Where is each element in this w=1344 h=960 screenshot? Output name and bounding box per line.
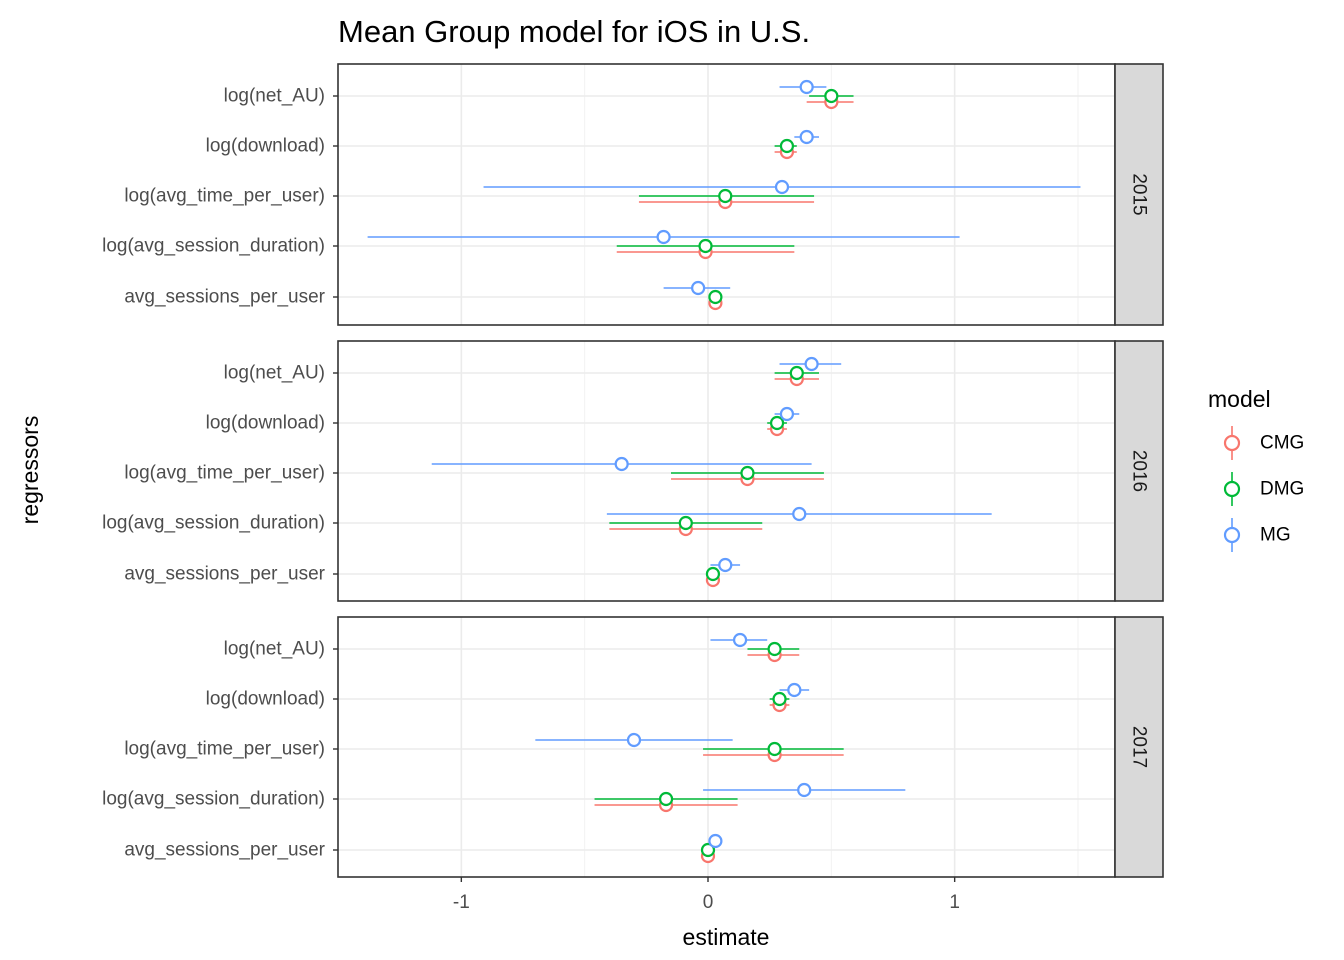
- series-dmg: [609, 365, 824, 582]
- x-tick-label: 1: [949, 892, 960, 913]
- point-mg: [614, 456, 629, 472]
- point-mg: [799, 129, 814, 145]
- facet-strip: [1114, 616, 1164, 878]
- point-mg: [797, 782, 812, 798]
- facet-strip-label: 2016: [1129, 450, 1150, 492]
- y-tick-label: avg_sessions_per_user: [124, 564, 325, 585]
- point-dmg: [718, 188, 733, 204]
- y-tick-label: log(avg_time_per_user): [124, 463, 325, 484]
- y-tick-label: log(avg_time_per_user): [124, 186, 325, 207]
- series-mg: [431, 356, 992, 573]
- point-dmg: [767, 641, 782, 657]
- series-cmg: [609, 371, 824, 588]
- facet-strip-label: 2017: [1129, 726, 1150, 768]
- point-mg: [732, 632, 748, 648]
- point-dmg: [698, 238, 713, 254]
- y-tick-label: log(avg_session_duration): [102, 789, 325, 810]
- facet-strip: [1114, 63, 1164, 326]
- point-dmg: [767, 741, 782, 757]
- x-tick-label: -1: [453, 892, 470, 913]
- y-tick-label: log(download): [206, 689, 325, 710]
- legend-entry-cmg: CMG: [1223, 426, 1304, 460]
- chart-title: Mean Group model for iOS in U.S.: [338, 14, 810, 49]
- legend: model CMG DMG MG: [1208, 386, 1304, 552]
- series-cmg: [594, 647, 844, 864]
- x-axis: -1 0 1: [453, 877, 960, 913]
- panel-2017: 2017 log(net_AU) log(download) log(avg_time…: [102, 616, 1164, 878]
- legend-key-point: [1223, 526, 1241, 544]
- point-mg: [626, 732, 642, 748]
- panels: 2015 log(net_AU) log(download) log(avg_time…: [102, 63, 1164, 878]
- point-mg: [774, 179, 790, 195]
- y-tick-label: log(net_AU): [224, 363, 325, 384]
- point-dmg: [824, 88, 839, 104]
- point-dmg: [705, 566, 721, 582]
- point-dmg: [769, 415, 785, 431]
- point-dmg: [708, 289, 723, 305]
- point-mg: [787, 682, 802, 698]
- y-axis-title: regressors: [17, 416, 43, 525]
- y-tick-label: log(download): [206, 413, 325, 434]
- y-tick-label: log(net_AU): [224, 86, 325, 107]
- legend-title: model: [1208, 386, 1271, 412]
- legend-entry-mg: MG: [1223, 518, 1291, 552]
- point-mg: [656, 229, 671, 245]
- legend-label: MG: [1260, 525, 1291, 546]
- point-mg: [718, 557, 733, 573]
- series-cmg: [616, 94, 854, 311]
- point-mg: [708, 833, 723, 849]
- y-tick-label: log(download): [206, 136, 325, 157]
- legend-key-point: [1223, 434, 1241, 452]
- y-tick-label: log(avg_session_duration): [102, 236, 325, 257]
- series-mg: [535, 632, 906, 849]
- facet-strip-label: 2015: [1129, 173, 1150, 215]
- point-dmg: [700, 842, 716, 858]
- x-axis-title: estimate: [683, 924, 770, 950]
- point-dmg: [740, 465, 755, 481]
- panel-2016: 2016 log(net_AU) log(download) log(avg_time…: [102, 340, 1164, 602]
- panel-border: [337, 616, 1116, 878]
- point-dmg: [789, 365, 804, 381]
- series-mg: [367, 79, 1081, 296]
- point-mg: [691, 280, 706, 296]
- point-mg: [799, 79, 814, 95]
- y-tick-label: log(avg_time_per_user): [124, 739, 325, 760]
- point-mg: [779, 406, 795, 422]
- y-tick-label: avg_sessions_per_user: [124, 840, 325, 861]
- legend-entry-dmg: DMG: [1223, 472, 1304, 506]
- point-mg: [792, 506, 807, 522]
- y-tick-label: log(net_AU): [224, 639, 325, 660]
- legend-label: CMG: [1260, 433, 1304, 454]
- point-dmg: [779, 138, 795, 154]
- point-mg: [804, 356, 819, 372]
- legend-label: DMG: [1260, 479, 1304, 500]
- series-dmg: [616, 88, 854, 305]
- panel-2015: 2015 log(net_AU) log(download) log(avg_time…: [102, 63, 1164, 326]
- point-dmg: [658, 791, 674, 807]
- point-dmg: [678, 515, 693, 531]
- facet-strip: [1114, 340, 1164, 602]
- point-dmg: [772, 691, 787, 707]
- x-tick-label: 0: [703, 892, 714, 913]
- series-dmg: [594, 641, 844, 858]
- legend-key-point: [1223, 480, 1241, 498]
- y-tick-label: avg_sessions_per_user: [124, 287, 325, 308]
- y-tick-label: log(avg_session_duration): [102, 513, 325, 534]
